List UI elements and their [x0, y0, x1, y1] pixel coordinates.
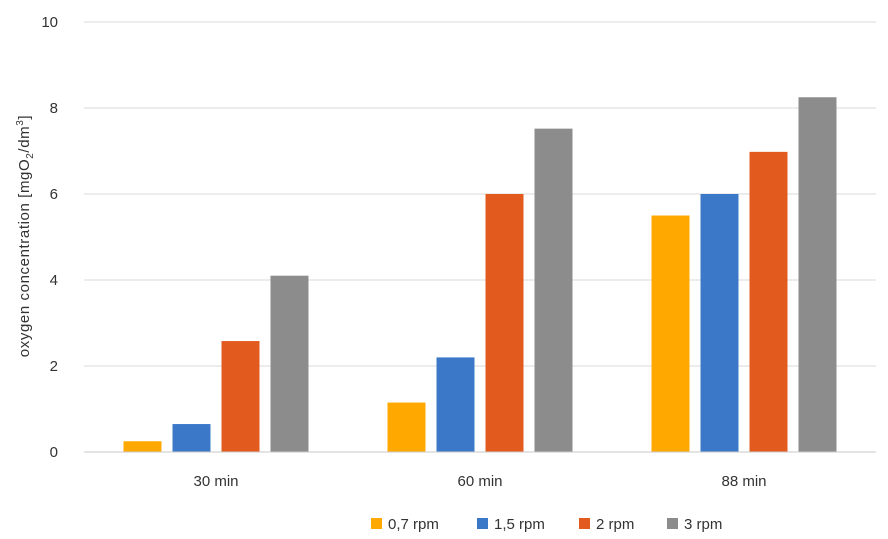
y-axis-label-main: oxygen concentration [mgO [16, 159, 33, 357]
x-tick-labels: 30 min 60 min 88 min [193, 473, 766, 490]
legend-label: 3 rpm [684, 516, 722, 533]
bar-0-7-rpm-30-min [123, 441, 162, 452]
legend-swatch [477, 518, 488, 529]
bar-1-5-rpm-88-min [700, 194, 739, 452]
bar-1-5-rpm-60-min [436, 357, 475, 452]
bar-0-7-rpm-88-min [651, 215, 690, 452]
y-tick-label: 10 [41, 14, 58, 31]
y-tick-label: 0 [50, 444, 58, 461]
legend-swatch [371, 518, 382, 529]
bar-2-rpm-88-min [749, 151, 788, 453]
y-tick-label: 8 [50, 100, 58, 117]
legend-item: 0,7 rpm [371, 516, 439, 533]
x-tick-label: 30 min [193, 473, 238, 490]
legend-item: 2 rpm [579, 516, 634, 533]
x-tick-label: 88 min [721, 473, 766, 490]
bar-0-7-rpm-60-min [387, 402, 426, 452]
bar-3-rpm-88-min [798, 97, 837, 452]
legend-item: 1,5 rpm [477, 516, 545, 533]
gridlines [84, 21, 876, 367]
legend: 0,7 rpm 1,5 rpm 2 rpm 3 rpm [371, 516, 722, 533]
y-axis-label-mid: /dm [16, 126, 33, 153]
legend-swatch [667, 518, 678, 529]
legend-label: 2 rpm [596, 516, 634, 533]
x-tick-label: 60 min [457, 473, 502, 490]
y-axis-label-sub: 2 [25, 153, 36, 159]
bar-3-rpm-60-min [534, 128, 573, 452]
legend-label: 0,7 rpm [388, 516, 439, 533]
bar-2-rpm-30-min [221, 341, 260, 452]
legend-label: 1,5 rpm [494, 516, 545, 533]
bar-1-5-rpm-30-min [172, 424, 211, 452]
y-tick-label: 4 [50, 272, 58, 289]
bar-2-rpm-60-min [485, 194, 524, 452]
legend-item: 3 rpm [667, 516, 722, 533]
bars [123, 97, 837, 453]
y-axis-label: oxygen concentration [mgO2/dm3] [15, 115, 36, 357]
y-tick-labels: 0 2 4 6 8 10 [41, 14, 58, 461]
y-axis-label-end: ] [16, 115, 33, 120]
bar-3-rpm-30-min [270, 275, 309, 452]
y-tick-label: 2 [50, 358, 58, 375]
legend-swatch [579, 518, 590, 529]
y-axis-label-sup: 3 [15, 120, 26, 126]
y-tick-label: 6 [50, 186, 58, 203]
